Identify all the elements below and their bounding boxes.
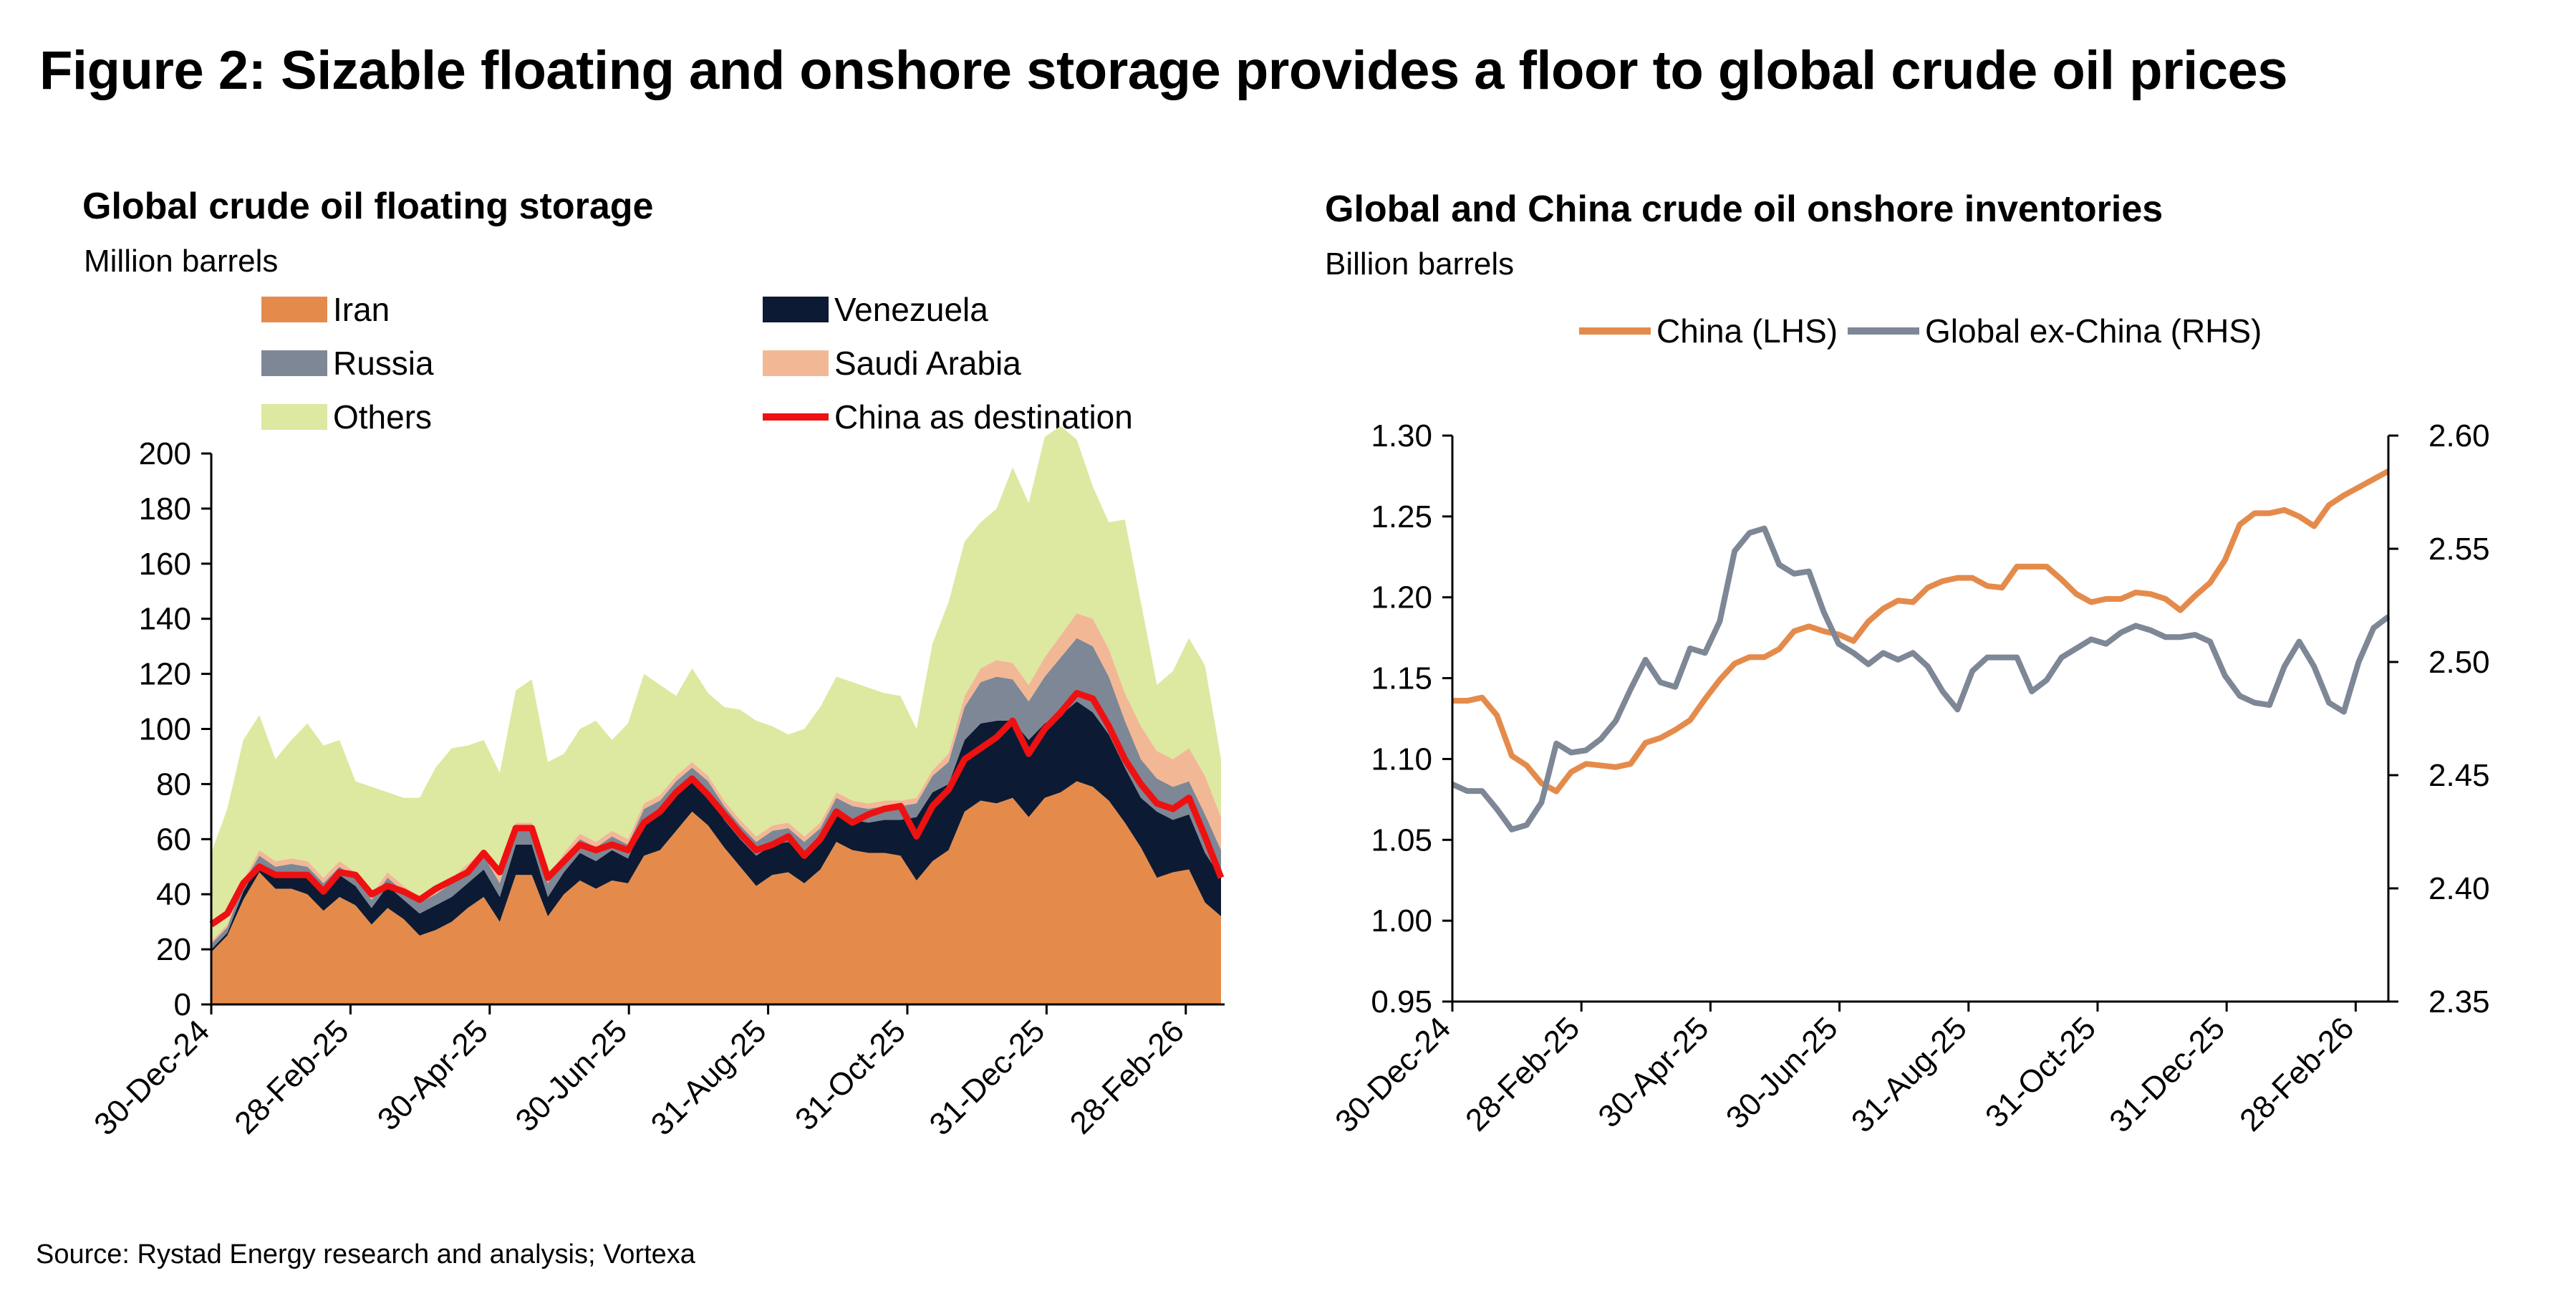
legend-item-venezuela: Venezuela	[763, 290, 988, 329]
left-chart-title: Global crude oil floating storage	[82, 186, 654, 227]
left-y-tick-label: 120	[139, 657, 191, 692]
legend-label-china-destination: China as destination	[834, 398, 1133, 436]
left-x-tick-label: 30-Jun-25	[508, 1013, 634, 1138]
left-y-tick-label: 200	[139, 436, 191, 471]
left-x-tick-label: 31-Dec-25	[923, 1013, 1052, 1142]
left-x-tick-label: 31-Oct-25	[788, 1013, 912, 1137]
area-iran	[211, 781, 1221, 1004]
right-chart-right-y-tick-label: 2.55	[2428, 532, 2490, 567]
right-chart-left-y-tick-label: 1.15	[1371, 661, 1432, 696]
left-chart-subtitle: Million barrels	[84, 244, 279, 279]
left-y-tick-label: 0	[174, 987, 191, 1022]
right-x-tick-label: 28-Feb-25	[1459, 1010, 1586, 1138]
right-chart-right-y-tick-label: 2.60	[2428, 418, 2490, 453]
left-y-tick-label: 180	[139, 491, 191, 527]
right-chart-left-y-tick-label: 1.10	[1371, 742, 1432, 777]
right-chart-left-y-tick-label: 0.95	[1371, 984, 1432, 1019]
legend-label-venezuela: Venezuela	[834, 291, 988, 328]
area-others	[211, 426, 1221, 941]
legend-label-russia: Russia	[333, 345, 434, 382]
left-x-tick-label: 31-Aug-25	[645, 1013, 773, 1142]
left-y-tick-label: 140	[139, 602, 191, 637]
right-chart-right-y-tick-label: 2.40	[2428, 871, 2490, 906]
legend-item-saudi-arabia: Saudi Arabia	[763, 344, 1021, 383]
legend-item-iran: Iran	[261, 290, 390, 329]
left-y-tick-label: 160	[139, 547, 191, 582]
right-x-tick-label: 31-Aug-25	[1845, 1010, 1974, 1139]
line-global-ex-china	[1451, 525, 2391, 832]
legend-swatch-saudi-arabia	[763, 350, 829, 376]
right-x-tick-label: 30-Jun-25	[1719, 1010, 1845, 1136]
legend-item-russia: Russia	[261, 344, 434, 383]
right-x-tick-label: 30-Dec-24	[1328, 1010, 1457, 1139]
right-x-tick-label: 30-Apr-25	[1591, 1010, 1715, 1134]
right-x-tick-label: 31-Oct-25	[1979, 1010, 2103, 1134]
legend-label-others: Others	[333, 398, 433, 436]
right-chart-left-y-tick-label: 1.05	[1371, 822, 1432, 858]
right-chart-subtitle: Billion barrels	[1325, 246, 1515, 282]
onshore-inventories-chart: 0.95 1.00 1.05 1.10 1.15 1.20 1.25 1.30 2.35 2.40…	[1328, 418, 2489, 1139]
legend-swatch-venezuela	[763, 297, 829, 322]
right-x-tick-label: 31-Dec-25	[2103, 1010, 2232, 1139]
right-chart-left-y-tick-label: 1.25	[1371, 499, 1432, 534]
left-x-tick-label: 30-Dec-24	[87, 1013, 216, 1142]
legend-item-china-lhs: China (LHS)	[1579, 312, 1838, 350]
legend-label-saudi-arabia: Saudi Arabia	[834, 345, 1021, 382]
legend-swatch-china-destination	[763, 413, 829, 421]
left-y-tick-label: 40	[156, 877, 191, 912]
right-chart-left-y-tick-label: 1.20	[1371, 580, 1432, 615]
legend-swatch-russia	[261, 350, 327, 376]
area-russia	[211, 638, 1221, 950]
left-x-tick-label: 28-Feb-25	[228, 1013, 355, 1141]
legend-swatch-global-ex-china	[1848, 327, 1919, 335]
area-venezuela	[211, 701, 1221, 952]
legend-swatch-iran	[261, 297, 327, 322]
legend-swatch-others	[261, 404, 327, 430]
right-chart-left-y-tick-label: 1.30	[1371, 418, 1432, 453]
legend-item-china-destination: China as destination	[763, 398, 1133, 436]
right-x-tick-label: 28-Feb-26	[2233, 1010, 2360, 1138]
right-chart-title: Global and China crude oil onshore inven…	[1325, 188, 2163, 230]
legend-label-china-lhs: China (LHS)	[1656, 312, 1838, 350]
right-chart-left-y-tick-label: 1.00	[1371, 903, 1432, 939]
right-chart-right-y-tick-label: 2.45	[2428, 758, 2490, 793]
legend-swatch-china-lhs	[1579, 327, 1651, 335]
left-y-tick-label: 60	[156, 822, 191, 857]
right-chart-right-y-tick-label: 2.35	[2428, 984, 2490, 1019]
left-y-tick-label: 100	[139, 712, 191, 747]
line-china-as-destination	[209, 690, 1225, 928]
area-saudi-arabia	[211, 613, 1221, 944]
figure-title: Figure 2: Sizable floating and onshore s…	[39, 40, 2288, 101]
legend-item-others: Others	[261, 398, 432, 436]
legend-label-global-ex-china: Global ex-China (RHS)	[1925, 312, 2262, 350]
left-y-tick-label: 80	[156, 767, 191, 802]
legend-item-global-ex-china: Global ex-China (RHS)	[1848, 312, 2262, 350]
right-chart-right-y-tick-label: 2.50	[2428, 645, 2490, 680]
left-x-tick-label: 30-Apr-25	[371, 1013, 495, 1137]
left-y-tick-label: 20	[156, 932, 191, 967]
legend-label-iran: Iran	[333, 291, 390, 328]
left-x-tick-label: 28-Feb-26	[1063, 1013, 1191, 1141]
source-note: Source: Rystad Energy research and analy…	[36, 1239, 695, 1270]
line-china-lhs	[1452, 469, 2390, 795]
